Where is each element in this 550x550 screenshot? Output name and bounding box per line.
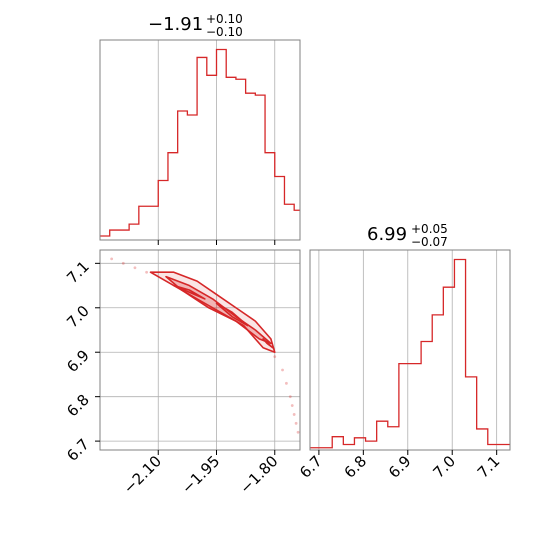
x-tick-label: 6.9 (385, 452, 415, 482)
contour-level (165, 275, 272, 345)
axes-frame (99, 249, 301, 451)
scatter-point (110, 257, 114, 261)
scatter-point (296, 430, 300, 434)
x-tick-label: 6.7 (296, 452, 326, 482)
histogram-step (100, 48, 300, 237)
x-tick-label: −1.95 (178, 452, 223, 497)
x-tick-label: −2.10 (120, 452, 165, 497)
scatter-point (288, 395, 292, 399)
title-plus: +0.10 (206, 12, 243, 26)
contour-level (262, 338, 274, 349)
scatter-point (133, 266, 137, 270)
title-plus: +0.05 (411, 222, 448, 236)
x-tick-label: −1.80 (236, 452, 281, 497)
title-minus: −0.10 (206, 25, 243, 39)
panel-title: 6.99 (367, 224, 407, 245)
y-tick-label: 6.8 (63, 391, 93, 421)
contour-level (172, 284, 206, 300)
contour-level (149, 271, 276, 354)
scatter-point (294, 421, 298, 425)
histogram-panel-right: 6.7 6.8 6.9 7.0 7.1 6.99 +0.05−0.07 (296, 222, 511, 482)
histogram-step (310, 258, 510, 449)
y-tick-label: 6.7 (63, 435, 93, 465)
panel-title: −1.91 (148, 14, 203, 35)
contour-panel: −2.10 −1.95 −1.80 6.7 6.8 6.9 7.0 7.1 (63, 249, 301, 497)
scatter-point (290, 404, 294, 407)
title-minus: −0.07 (411, 235, 448, 249)
y-tick-label: 7.0 (63, 302, 93, 332)
x-tick-label: 7.1 (474, 452, 504, 482)
contour-level (215, 302, 249, 327)
y-tick-label: 6.9 (63, 346, 93, 376)
scatter-point (285, 381, 288, 385)
scatter-point (292, 413, 296, 416)
scatter-point (281, 368, 284, 372)
scatter-point (145, 270, 149, 274)
histogram-panel-top: −1.91 +0.10−0.10 (99, 12, 301, 245)
x-tick-label: 7.0 (429, 452, 459, 482)
y-tick-label: 7.1 (63, 257, 93, 287)
scatter-point (121, 261, 125, 265)
axes-frame (309, 249, 511, 451)
x-tick-label: 6.8 (341, 452, 371, 482)
scatter-point (273, 355, 277, 359)
axes-frame (99, 39, 301, 241)
